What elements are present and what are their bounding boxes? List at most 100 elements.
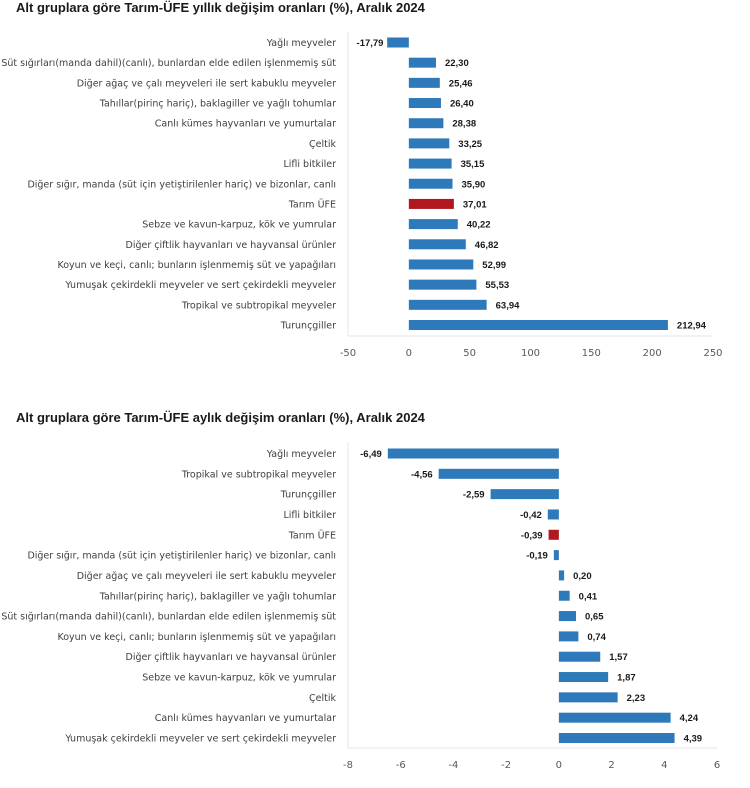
bar	[408, 299, 487, 310]
category-label: Diğer ağaç ve çalı meyveleri ile sert ka…	[77, 78, 336, 89]
monthly-chart-title: Alt gruplara göre Tarım-ÜFE aylık değişi…	[16, 410, 425, 425]
bar	[490, 489, 559, 500]
value-label: -0,42	[520, 510, 542, 521]
category-label: Tropikal ve subtropikal meyveler	[181, 469, 336, 480]
bar	[408, 98, 441, 109]
bar	[558, 590, 570, 601]
value-label: -0,39	[521, 530, 543, 541]
bar	[408, 77, 440, 88]
value-label: 1,87	[617, 673, 636, 684]
x-tick-label: 200	[643, 348, 662, 359]
bar	[408, 178, 453, 189]
bar-highlight	[548, 529, 559, 540]
value-label: -4,56	[411, 469, 433, 480]
value-label: 0,65	[585, 612, 604, 623]
x-tick-label: 0	[406, 348, 412, 359]
value-label: 33,25	[458, 139, 482, 150]
bar	[408, 57, 436, 68]
bar	[408, 158, 452, 169]
category-label: Tarım ÜFE	[288, 530, 336, 541]
value-label: 22,30	[445, 58, 469, 69]
x-tick-label: 4	[661, 760, 667, 771]
category-label: Lifli bitkiler	[283, 159, 336, 170]
bar	[438, 468, 559, 479]
category-label: Canlı kümes hayvanları ve yumurtalar	[155, 119, 336, 130]
bar	[558, 631, 579, 642]
value-label: 2,23	[627, 693, 646, 704]
x-tick-label: 0	[556, 760, 562, 771]
bar	[558, 611, 576, 622]
category-label: Tarım ÜFE	[288, 199, 336, 210]
value-label: 0,74	[587, 632, 606, 643]
bar	[558, 672, 609, 683]
value-label: -2,59	[463, 490, 485, 501]
bar	[408, 138, 450, 149]
category-label: Yumuşak çekirdekli meyveler ve sert çeki…	[64, 280, 336, 291]
category-label: Diğer ağaç ve çalı meyveleri ile sert ka…	[77, 571, 336, 582]
bar	[408, 239, 466, 250]
value-label: -0,19	[526, 551, 548, 562]
value-label: 25,46	[449, 78, 473, 89]
annual-change-chart: Yağlı meyveler -17,79 Süt sığırları(manda …	[1, 32, 723, 359]
category-label: Tahıllar(pirinç hariç), baklagiller ve y…	[99, 591, 336, 602]
bar	[558, 733, 675, 743]
value-label: 46,82	[475, 240, 499, 251]
category-label: Sebze ve kavun-karpuz, kök ve yumrular	[142, 673, 336, 684]
value-label: 55,53	[485, 280, 509, 291]
bar	[558, 651, 601, 662]
bar	[408, 320, 668, 330]
value-label: -6,49	[360, 449, 382, 460]
category-label: Turunçgiller	[280, 490, 336, 501]
value-label: 4,39	[684, 734, 703, 745]
bar	[408, 259, 474, 270]
category-label: Yağlı meyveler	[266, 38, 336, 49]
category-label: Koyun ve keçi, canlı; bunların işlenmemi…	[57, 632, 336, 643]
bar	[558, 712, 671, 723]
bar	[408, 118, 444, 129]
category-label: Yumuşak çekirdekli meyveler ve sert çeki…	[64, 734, 336, 745]
category-label: Diğer sığır, manda (süt için yetiştirile…	[27, 179, 336, 190]
bar-highlight	[408, 198, 454, 209]
value-label: 0,20	[573, 571, 592, 582]
x-tick-label: -50	[340, 348, 356, 359]
value-label: 26,40	[450, 99, 474, 110]
category-label: Tahıllar(pirinç hariç), baklagiller ve y…	[99, 99, 336, 110]
x-tick-label: -8	[343, 760, 353, 771]
value-label: 4,24	[680, 713, 699, 724]
x-tick-label: -2	[501, 760, 511, 771]
category-label: Sebze ve kavun-karpuz, kök ve yumrular	[142, 220, 336, 231]
category-label: Çeltik	[309, 139, 336, 150]
category-label: Süt sığırları(manda dahil)(canlı), bunla…	[1, 58, 336, 69]
value-label: -17,79	[357, 38, 384, 49]
value-label: 0,41	[579, 591, 598, 602]
value-label: 35,90	[462, 179, 486, 190]
x-tick-label: 50	[463, 348, 476, 359]
value-label: 1,57	[609, 652, 628, 663]
value-label: 40,22	[467, 220, 491, 231]
category-label: Turunçgiller	[280, 321, 336, 332]
x-tick-label: 150	[582, 348, 601, 359]
x-tick-label: 6	[714, 760, 720, 771]
category-label: Diğer sığır, manda (süt için yetiştirile…	[27, 551, 336, 562]
category-label: Canlı kümes hayvanları ve yumurtalar	[155, 713, 336, 724]
value-label: 35,15	[461, 159, 485, 170]
value-label: 63,94	[496, 300, 520, 311]
category-label: Diğer çiftlik hayvanları ve hayvansal ür…	[126, 652, 337, 663]
bar	[558, 570, 565, 581]
category-label: Koyun ve keçi, canlı; bunların işlenmemi…	[57, 260, 336, 271]
x-tick-label: -6	[396, 760, 406, 771]
x-tick-label: 100	[521, 348, 540, 359]
category-label: Süt sığırları(manda dahil)(canlı), bunla…	[1, 612, 336, 623]
bar	[408, 279, 477, 290]
bar	[387, 37, 409, 48]
bar	[408, 219, 458, 230]
bar	[387, 448, 559, 459]
category-label: Lifli bitkiler	[283, 510, 336, 521]
bar	[547, 509, 559, 520]
category-label: Çeltik	[309, 693, 336, 704]
x-tick-label: -4	[448, 760, 458, 771]
category-label: Tropikal ve subtropikal meyveler	[181, 300, 336, 311]
value-label: 37,01	[463, 199, 487, 210]
value-label: 28,38	[452, 119, 476, 130]
x-tick-label: 2	[608, 760, 614, 771]
